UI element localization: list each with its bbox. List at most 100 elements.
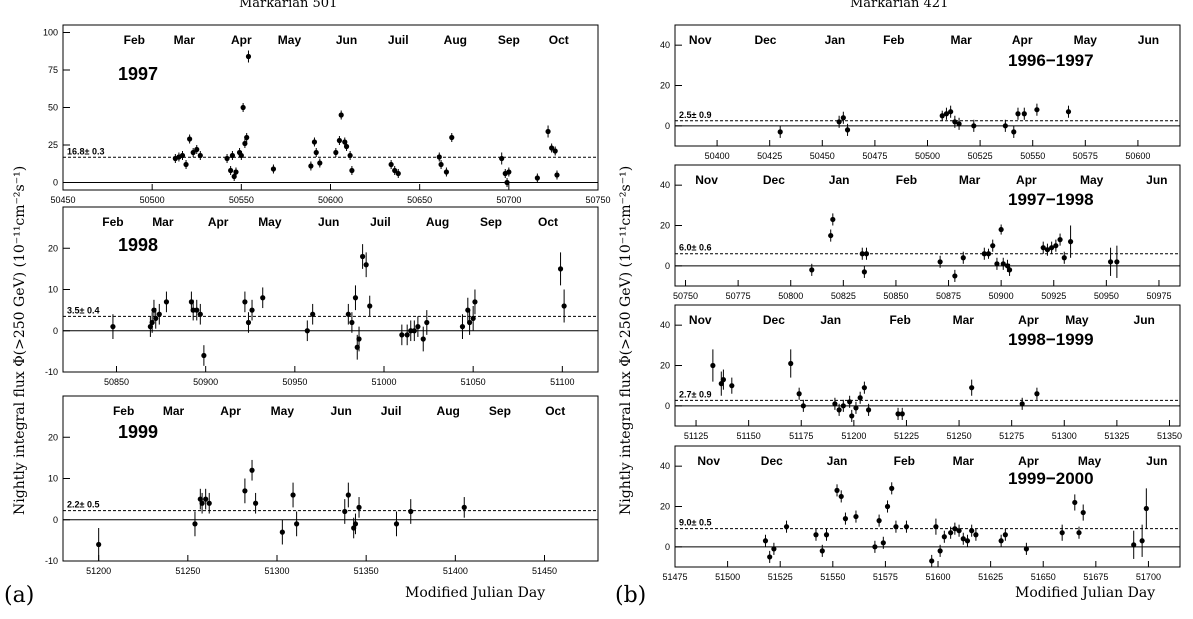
x-tick-label: 50750 [673,291,698,301]
x-tick-label: 50400 [705,151,730,161]
data-point [830,216,836,223]
data-point [349,167,355,174]
x-tick-label: 50850 [104,377,129,387]
x-tick-label: 51000 [371,377,396,387]
x-tick-label: 50975 [1146,291,1171,301]
month-label: May [1080,173,1104,187]
data-point [863,251,870,257]
mean-label: 9.0± 0.5 [679,518,711,528]
data-point [762,538,769,544]
month-label: Jun [1134,313,1155,327]
data-point [937,259,943,265]
y-tick-label: -10 [45,367,58,377]
x-tick-label: 50550 [229,195,254,205]
data-point [903,524,910,530]
data-point [840,403,846,409]
data-point [408,508,414,515]
data-point [467,319,473,326]
month-label: Jan [820,313,841,327]
data-point [884,503,891,510]
data-point [194,307,200,313]
year-label: 1999 [118,422,158,442]
x-tick-label: 50550 [1020,151,1045,161]
month-label: May [278,33,302,47]
panel-1996−1997: 2.5± 0.9 50400 50425 50450 50475 50500 50525 50… [660,24,1181,161]
data-point [549,145,555,151]
month-label: Dec [763,313,785,327]
y-tick-label: 40 [660,180,670,190]
data-point [310,311,316,317]
x-tick-label: 51675 [1083,572,1108,582]
month-label: Dec [763,173,785,187]
panel-1997−1998: 6.0± 0.6 50750 50775 50800 50825 50850 50875 50… [660,164,1181,301]
month-label: Feb [124,33,145,47]
data-point [420,336,426,342]
x-tick-label: 51250 [947,431,972,441]
data-point [308,163,314,169]
panel-1998: 3.5± 0.4 50850 50900 50950 51000 51050 51100 -1… [45,206,599,387]
data-point [179,152,186,159]
data-point [872,544,878,550]
data-point [1015,111,1021,117]
y-tick-label: 50 [48,103,58,113]
data-point [1053,243,1059,249]
month-label: Sep [480,215,502,229]
data-point [338,112,344,118]
y-tick-label: 20 [660,81,670,91]
x-tick-label: 51650 [1031,572,1056,582]
month-label: Oct [538,215,558,229]
data-point [1044,247,1051,253]
y-tick-label: 20 [48,432,58,442]
data-point [859,251,865,257]
month-label: May [258,215,282,229]
month-label: Mar [174,33,196,47]
data-point [956,121,962,127]
x-tick-label: 51175 [789,431,813,441]
month-label: Oct [549,33,569,47]
data-point [853,405,859,411]
data-point [777,129,783,135]
data-point [438,161,444,168]
month-label: Mar [950,33,972,47]
title-markarian-421: Markarian 421 [850,0,949,11]
data-point [729,383,735,389]
data-point [948,109,954,115]
data-point [813,532,819,538]
month-label: May [1078,454,1102,468]
month-label: Apr [1012,33,1033,47]
plot-frame [62,24,599,191]
data-point [343,143,350,150]
data-point [853,513,859,520]
y-tick-label: 0 [53,178,58,188]
data-point [952,526,958,532]
data-point [304,328,310,334]
x-tick-label: 51250 [175,566,200,576]
data-point [1034,391,1040,397]
data-point [998,538,1004,544]
x-tick-label: 51400 [443,566,468,576]
data-point [1139,538,1145,544]
data-point [156,311,162,317]
y-tick-label: 20 [48,243,58,253]
y-tick-label: 40 [660,320,670,330]
data-point [941,534,947,540]
data-point [895,411,901,417]
data-point [823,532,830,538]
data-point [472,299,478,305]
data-point [893,524,899,530]
y-tick-label: 10 [48,285,58,295]
year-label: 1998−1999 [1008,330,1094,349]
month-label: Juil [381,404,402,418]
data-point [233,169,239,175]
panel-1999−2000: 9.0± 0.5 51475 51500 51525 51550 51575 51600 51… [660,445,1181,582]
data-point [229,152,236,159]
month-label: Sep [489,404,511,418]
data-point [245,53,252,60]
data-point [1059,530,1065,536]
data-point [253,500,259,506]
month-label: Dec [761,454,783,468]
month-label: May [271,404,295,418]
data-point [554,172,560,178]
data-point [1021,111,1027,117]
data-point [1049,245,1055,251]
